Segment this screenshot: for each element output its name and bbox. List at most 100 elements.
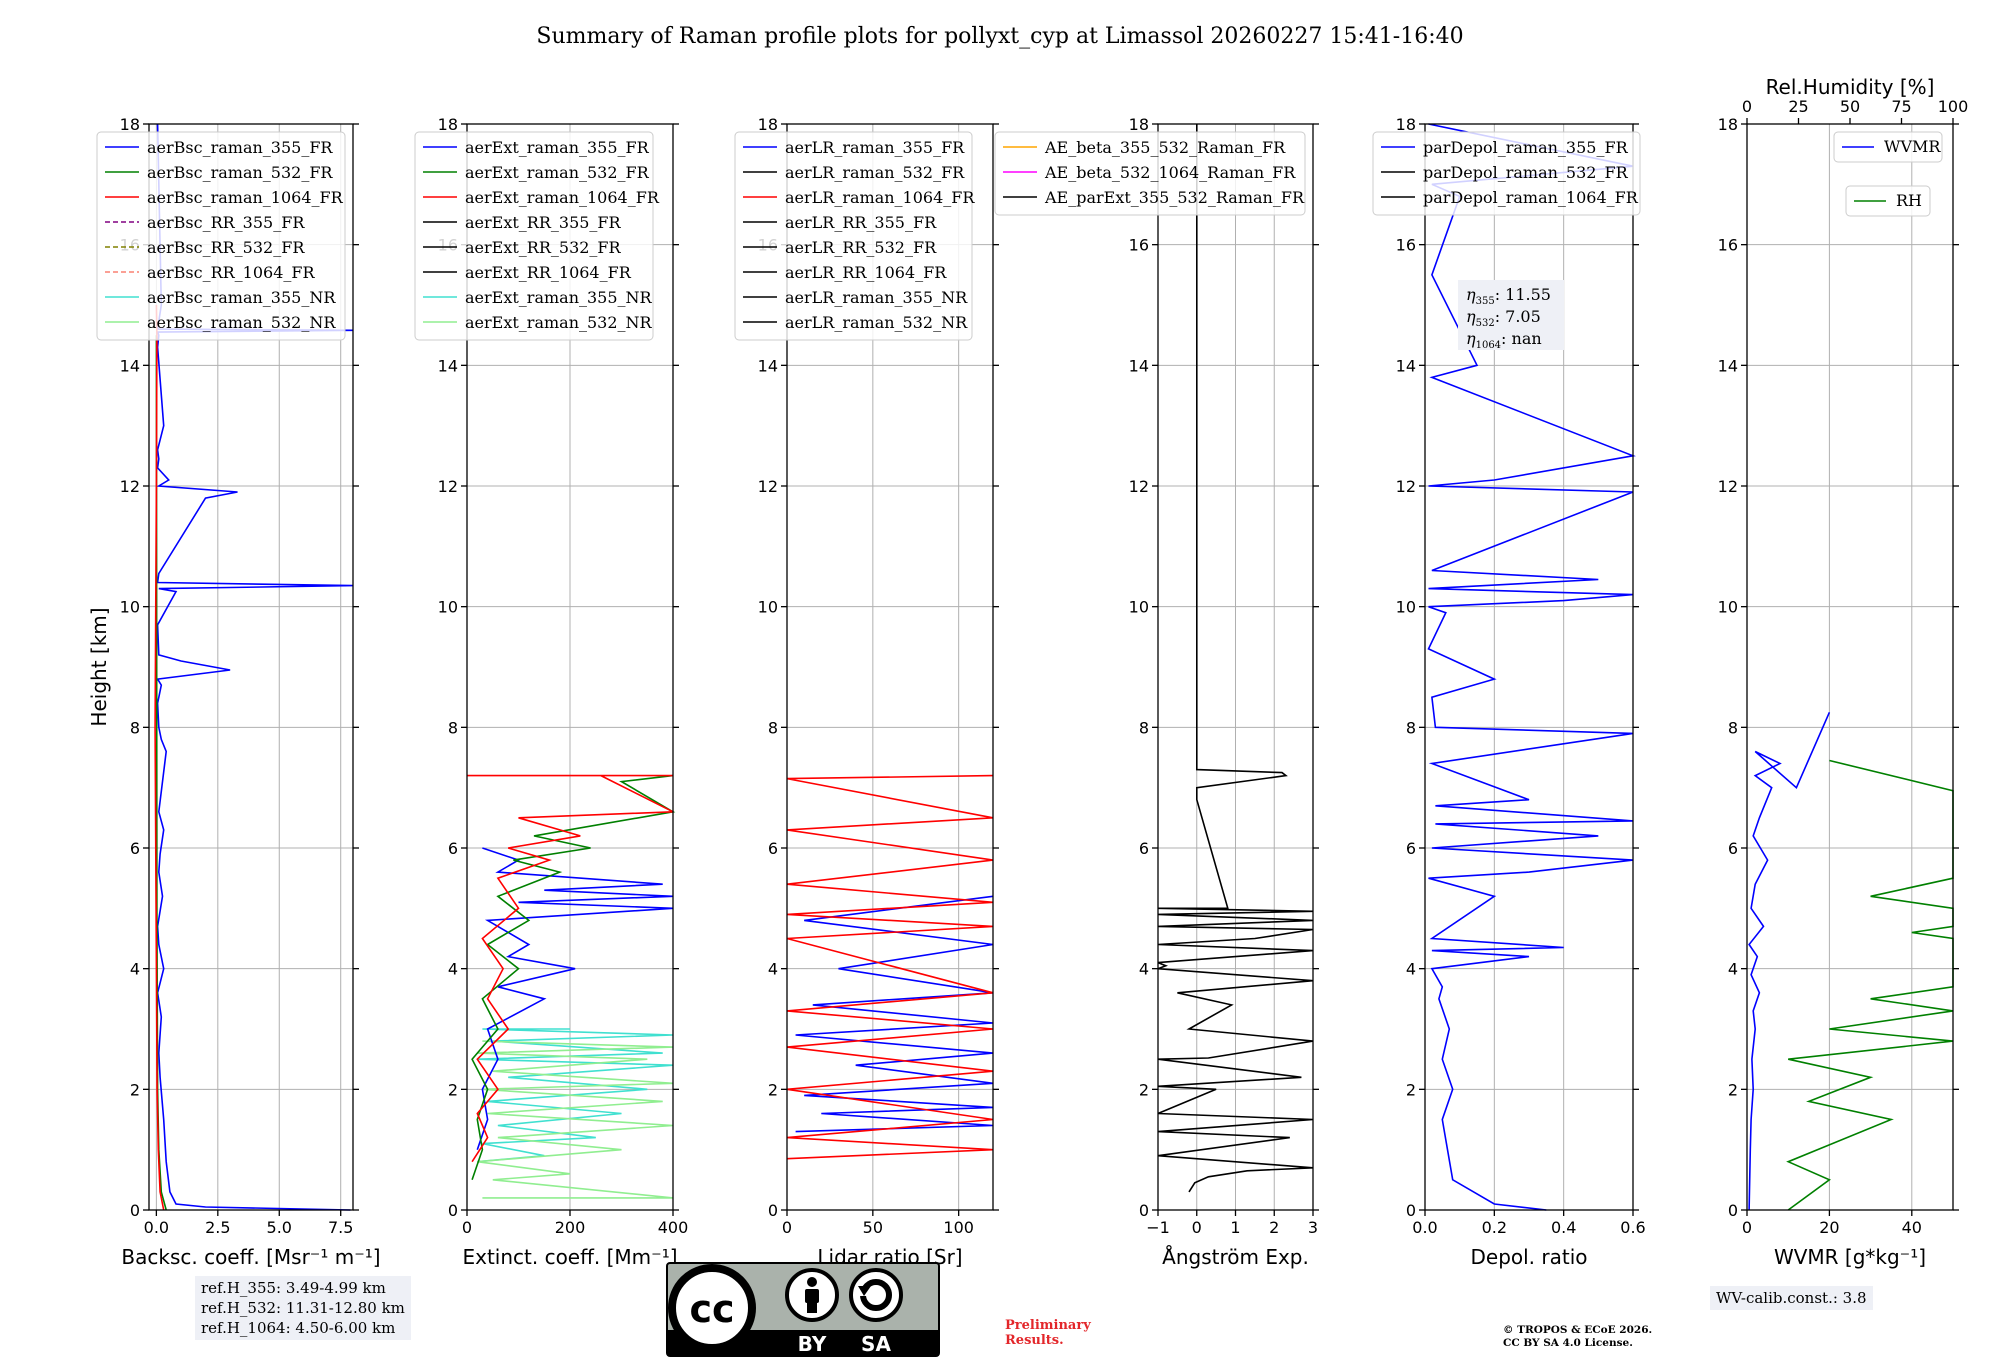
y-tick-label: 2: [1406, 1080, 1416, 1099]
y-tick-label: 8: [768, 718, 778, 737]
axes-frame: [1746, 123, 1954, 1211]
x-tick-label: 0: [1192, 1218, 1202, 1237]
y-tick-label: 12: [1129, 477, 1149, 496]
panel-extinction: 0246810121416180200400Extinct. coeff. [M…: [414, 115, 689, 1269]
legend-label: aerLR_RR_355_FR: [785, 213, 937, 232]
x2-axis-label: Rel.Humidity [%]: [1766, 75, 1935, 99]
x-tick-label: 20: [1819, 1218, 1839, 1237]
legend-frame: [734, 131, 973, 341]
axes-frame: [148, 123, 354, 1211]
y-tick-label: 2: [1139, 1080, 1149, 1099]
y-tick-label: 14: [758, 356, 778, 375]
wv-calibration-box: WV-calib.const.: 3.8: [1710, 1286, 1873, 1310]
legend-label: aerExt_raman_1064_FR: [465, 188, 660, 207]
y-tick-label: 2: [1728, 1080, 1738, 1099]
eta-value-532: η532: 7.05: [1466, 307, 1541, 329]
y-tick-label: 14: [120, 356, 140, 375]
y-tick-label: 2: [768, 1080, 778, 1099]
y-tick-label: 0: [768, 1201, 778, 1220]
legend-box: aerBsc_raman_355_FR aerBsc_raman_532_FRae…: [96, 131, 346, 341]
panel-depolarization: 0 2 4 6 8 10 12 14 16 18 0.0 0.2 0.4 0.6 Depol. ratio p…: [1372, 115, 1646, 1269]
attribution-person-icon: [785, 1268, 839, 1322]
y-tick-label: 10: [1396, 598, 1416, 617]
y-tick-label: 6: [1139, 839, 1149, 858]
legend-label: aerExt_raman_355_FR: [465, 138, 650, 157]
x-tick-label: 0.0: [1412, 1218, 1437, 1237]
legend-label: aerLR_raman_532_FR: [785, 163, 965, 182]
y-tick-label: 8: [448, 718, 458, 737]
cc-by-sa-license-badge: cc BY SA: [666, 1262, 940, 1357]
y-tick-label: 4: [448, 960, 458, 979]
ref-height-1064: ref.H_1064: 4.50-6.00 km: [201, 1319, 396, 1337]
legend-label-wvmr: WVMR: [1884, 137, 1941, 156]
preliminary-line-1: Preliminary: [1005, 1318, 1091, 1333]
y-tick-label: 2: [448, 1080, 458, 1099]
x-tick-label: 40: [1902, 1218, 1922, 1237]
series-line-aerBsc_raman_355_FR: [156, 123, 354, 1211]
y-tick-label: 14: [1396, 356, 1416, 375]
y-tick-label: 16: [1396, 236, 1416, 255]
series-line-aerLR_raman_355_FR: [795, 895, 994, 1133]
x-tick-label: 400: [658, 1218, 689, 1237]
preliminary-results-note: Preliminary Results.: [1005, 1318, 1091, 1348]
y-tick-label: 10: [120, 598, 140, 617]
y-tick-label: 14: [1129, 356, 1149, 375]
annotation-frame: [1458, 280, 1564, 350]
panel-lidar_ratio: 024681012141618050100Lidar ratio [Sr]aer…: [734, 115, 999, 1269]
y-tick-label: 10: [438, 598, 458, 617]
series-line-aerLR_raman_1064_FR: [786, 774, 994, 1160]
legend-frame: [414, 131, 654, 341]
legend-label: aerBsc_RR_1064_FR: [147, 263, 316, 282]
y-tick-label: 12: [438, 477, 458, 496]
legend-box: AE_beta_355_532_Raman_FR AE_beta_532_1064…: [994, 131, 1306, 216]
y-tick-label: 0: [130, 1201, 140, 1220]
axes-frame: [1424, 123, 1634, 1211]
y-tick-label: 4: [1406, 960, 1416, 979]
y-tick-label: 18: [1718, 115, 1738, 134]
x-tick-label: 0: [782, 1218, 792, 1237]
y-tick-label: 10: [1129, 598, 1149, 617]
x-tick-label: 200: [555, 1218, 586, 1237]
series-line-aerBsc_raman_1064_FR: [154, 304, 165, 1211]
legend-label: aerBsc_raman_355_NR: [147, 288, 336, 307]
y-tick-label: 6: [448, 839, 458, 858]
license-sa-label: SA: [861, 1332, 891, 1356]
legend-frame: [1833, 131, 1943, 163]
legend-box-wvmr: WVMR: [1833, 131, 1943, 163]
x-tick-label: 0: [462, 1218, 472, 1237]
x-axis-label: Ångström Exp.: [1162, 1245, 1309, 1269]
y-tick-label: 6: [1406, 839, 1416, 858]
y-tick-label: 6: [768, 839, 778, 858]
x-tick-label: 0.2: [1482, 1218, 1507, 1237]
legend-label-rh: RH: [1896, 191, 1922, 210]
x-tick-label: 100: [943, 1218, 974, 1237]
series-line-parDepol_raman_355_FR: [1427, 123, 1636, 1211]
legend-box: parDepol_raman_355_FR parDepol_raman_532_…: [1372, 131, 1641, 216]
series-line-AE_parExt_355_532_Raman_FR: [1157, 124, 1314, 1193]
copyright-note: © TROPOS & ECoE 2026. CC BY SA 4.0 Licen…: [1503, 1324, 1652, 1350]
series-line-aerExt_raman_532_NR: [477, 1040, 674, 1199]
x2-tick-label: 100: [1938, 97, 1969, 116]
x2-tick-label: 0: [1742, 97, 1752, 116]
legend-label: aerBsc_raman_532_NR: [147, 313, 336, 332]
legend-box: aerLR_raman_355_FR aerLR_raman_532_FR aerL…: [734, 131, 975, 341]
x2-tick-label: 25: [1788, 97, 1808, 116]
y-tick-label: 14: [1718, 356, 1738, 375]
y-tick-label: 10: [1718, 598, 1738, 617]
series-line-aerExt_raman_355_NR: [477, 1028, 674, 1163]
legend-box-rh: RH: [1845, 185, 1931, 217]
x-tick-label: 2.5: [205, 1218, 230, 1237]
legend-label: aerLR_raman_532_NR: [785, 313, 968, 332]
share-alike-icon: [849, 1268, 903, 1322]
series-line-RH: [1786, 759, 1954, 1211]
x-tick-label: 0: [1742, 1218, 1752, 1237]
y-tick-label: 12: [758, 477, 778, 496]
y-tick-label: 16: [1718, 236, 1738, 255]
y-tick-label: 8: [1139, 718, 1149, 737]
y-tick-label: 2: [130, 1080, 140, 1099]
legend-label: AE_beta_532_1064_Raman_FR: [1044, 163, 1296, 182]
y-tick-label: 10: [758, 598, 778, 617]
legend-frame: [1845, 185, 1931, 217]
